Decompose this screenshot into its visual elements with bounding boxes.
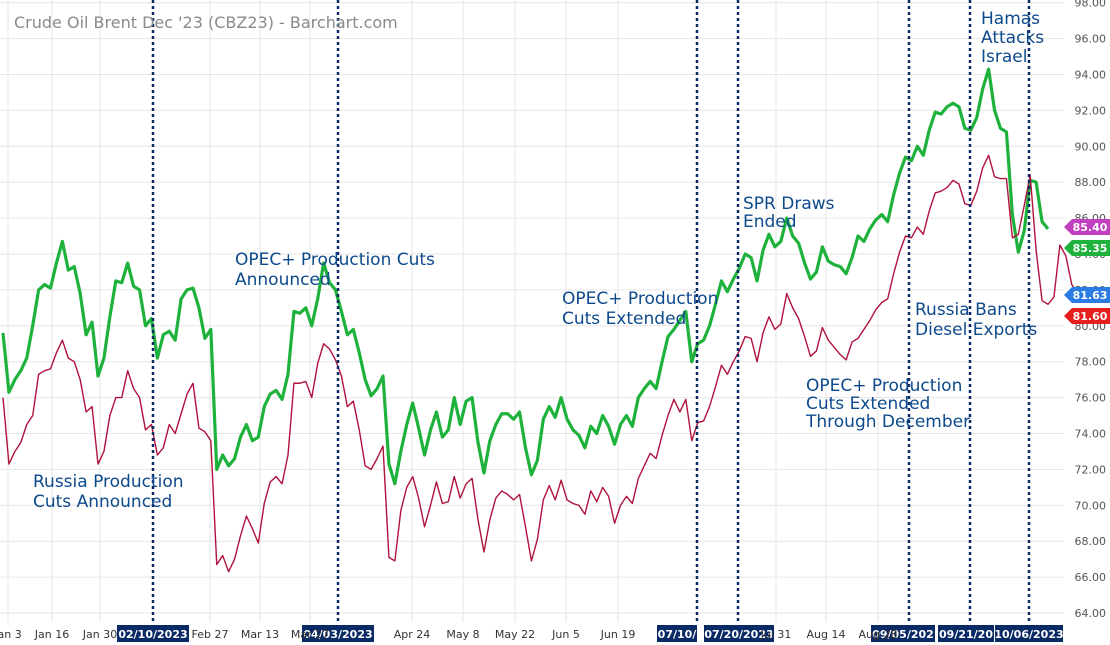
y-tick-label: 92.00 [1075, 104, 1107, 117]
chart-title: Crude Oil Brent Dec '23 (CBZ23) - Barcha… [14, 13, 398, 32]
event-date-label: 07/10/ [658, 628, 698, 641]
x-tick-label: Jan 3 [0, 628, 22, 641]
last-price-badge [1064, 287, 1110, 303]
annotation-label: SPR Draws Ended [743, 194, 835, 232]
last-price-value: 81.63 [1073, 289, 1108, 302]
event-date-label: 10/06/2023 [994, 628, 1063, 641]
y-tick-label: 70.00 [1075, 499, 1107, 512]
event-date-badge [938, 625, 994, 642]
y-tick-label: 94.00 [1075, 69, 1107, 82]
annotation-line: OPEC+ Production [806, 376, 962, 396]
x-tick-label: Jan 16 [34, 628, 69, 641]
event-date-label: 09/21/20 [939, 628, 993, 641]
x-axis: Jan 3 Jan 16 Jan 30 Feb 27 Mar 13 Mar 27 Apr 2… [0, 628, 897, 641]
y-tick-label: 64.00 [1075, 607, 1107, 620]
annotation-line: Ended [743, 212, 797, 232]
x-tick-label: Jun 5 [551, 628, 580, 641]
x-tick-label: Apr 24 [394, 628, 431, 641]
event-date-badge [302, 625, 374, 642]
x-tick-label: Mar 27 [291, 628, 329, 641]
y-tick-label: 74.00 [1075, 428, 1107, 441]
annotation-line: Hamas [981, 9, 1040, 29]
y-tick-label: 72.00 [1075, 463, 1107, 476]
series-line-lower [2, 154, 1079, 573]
last-price-value: 85.40 [1073, 221, 1108, 234]
event-date-badge [704, 625, 774, 642]
x-tick-label: Aug 14 [807, 628, 846, 641]
event-date-label: 04/03/2023 [303, 628, 372, 641]
annotation-line: Diesel Exports [915, 320, 1037, 340]
annotation-label: Hamas Attacks Israel [981, 9, 1044, 67]
annotations: Russia Production Cuts Announced OPEC+ Pro… [33, 9, 1044, 512]
event-date-label: 09/05/202 [872, 628, 934, 641]
y-tick-label: 90.00 [1075, 140, 1107, 153]
event-date-label: 02/10/2023 [118, 628, 187, 641]
y-tick-label: 68.00 [1075, 535, 1107, 548]
last-price-badge [1064, 219, 1110, 235]
annotation-label: OPEC+ Production Cuts Extended Through Dec… [805, 376, 970, 432]
annotation-line: Cuts Announced [33, 492, 172, 512]
y-tick-label: 76.00 [1075, 392, 1107, 405]
annotation-line: Russia Production [33, 472, 184, 492]
last-price-badge [1064, 240, 1110, 256]
x-tick-label: Jun 19 [600, 628, 636, 641]
y-tick-label: 98.00 [1075, 0, 1107, 10]
x-tick-label: Aug 28 [859, 628, 898, 641]
annotation-line: Through December [805, 412, 970, 432]
annotation-line: OPEC+ Production [562, 289, 718, 309]
annotation-line: Russia Bans [915, 300, 1017, 320]
last-price-value: 81.60 [1073, 310, 1108, 323]
annotation-line: Cuts Extended [562, 309, 686, 329]
last-price-value: 85.35 [1073, 242, 1108, 255]
event-date-badge [995, 625, 1063, 642]
annotation-line: SPR Draws [743, 194, 835, 214]
x-tick-label: Jul 31 [760, 628, 792, 641]
series-lower [2, 154, 1079, 573]
series-layer [1, 67, 1079, 573]
annotation-line: Announced [235, 270, 331, 290]
annotation-line: Israel [981, 47, 1027, 67]
x-tick-label: Mar 13 [241, 628, 279, 641]
y-tick-label: 78.00 [1075, 356, 1107, 369]
event-lines: 02/10/2023 04/03/2023 07/10/07/20/2023 09/0… [117, 0, 1064, 642]
x-tick-label: May 8 [446, 628, 479, 641]
y-tick-label: 96.00 [1075, 33, 1107, 46]
y-tick-label: 66.00 [1075, 571, 1107, 584]
annotation-line: Attacks [981, 28, 1044, 48]
event-date-badge [657, 625, 697, 642]
annotation-label: Russia Production Cuts Announced [33, 472, 184, 512]
grid-lines [0, 0, 1064, 622]
annotation-line: OPEC+ Production Cuts [235, 250, 435, 270]
x-tick-label: May 22 [495, 628, 535, 641]
annotation-label: Russia Bans Diesel Exports [915, 300, 1037, 340]
y-tick-label: 88.00 [1075, 176, 1107, 189]
annotation-line: Cuts Extended [806, 394, 930, 414]
last-price-badge [1064, 308, 1110, 324]
event-date-badge [871, 625, 935, 642]
price-badges: 85.40 85.35 81.63 81.60 [1064, 219, 1110, 324]
event-date-badge [117, 625, 189, 642]
x-tick-label: Jan 30 [82, 628, 117, 641]
event-date-label: 07/20/2023 [704, 628, 773, 641]
series-upper [1, 67, 1050, 486]
annotation-label: OPEC+ Production Cuts Announced [235, 250, 435, 290]
annotation-label: OPEC+ Production Cuts Extended [562, 289, 718, 329]
x-tick-label: Feb 27 [192, 628, 229, 641]
